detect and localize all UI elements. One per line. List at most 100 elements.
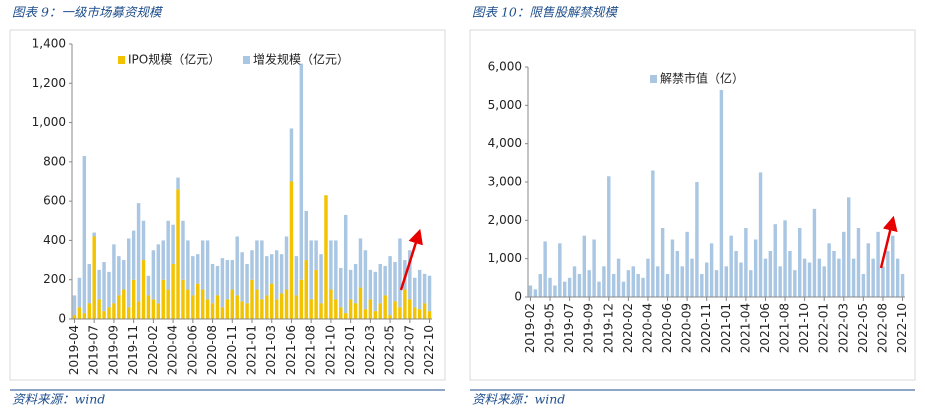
bar bbox=[161, 240, 165, 280]
legend-label: IPO规模（亿元） bbox=[128, 52, 220, 67]
bar bbox=[592, 239, 596, 297]
x-tick-label: 2019-04 bbox=[67, 325, 81, 375]
x-tick-label: 2021-06 bbox=[758, 303, 772, 353]
bar bbox=[122, 260, 126, 290]
bar bbox=[348, 299, 353, 319]
bar bbox=[793, 270, 797, 297]
trend-arrow bbox=[879, 215, 898, 269]
bar bbox=[822, 266, 826, 297]
bar bbox=[388, 256, 392, 316]
x-tick-label: 2022-03 bbox=[836, 303, 850, 353]
bar bbox=[166, 220, 170, 290]
bar bbox=[131, 230, 136, 280]
bar bbox=[373, 311, 378, 319]
bar bbox=[719, 90, 724, 297]
bar bbox=[274, 250, 279, 300]
bar bbox=[92, 232, 96, 237]
bar bbox=[383, 265, 387, 296]
trend-arrow bbox=[399, 228, 423, 291]
y-tick-label: 1,400 bbox=[32, 37, 66, 51]
bar bbox=[334, 299, 338, 319]
bar bbox=[724, 266, 729, 297]
bar bbox=[136, 301, 141, 319]
bar bbox=[309, 240, 313, 300]
bar bbox=[393, 262, 397, 302]
bar bbox=[265, 295, 269, 319]
bar bbox=[886, 251, 890, 297]
bar bbox=[309, 299, 313, 319]
bar bbox=[72, 295, 77, 316]
x-tick-label: 2022-07 bbox=[402, 325, 416, 375]
bar bbox=[191, 295, 195, 319]
x-tick-label: 2019-07 bbox=[562, 303, 576, 353]
bar bbox=[245, 264, 249, 304]
bar bbox=[176, 189, 180, 319]
bar bbox=[408, 250, 412, 300]
bar bbox=[393, 301, 397, 319]
y-tick-label: 200 bbox=[43, 272, 66, 286]
bar bbox=[220, 307, 225, 319]
bar bbox=[876, 231, 880, 297]
x-tick-label: 2021-10 bbox=[323, 325, 337, 375]
bar bbox=[567, 277, 572, 297]
x-tick-label: 2019-05 bbox=[543, 303, 557, 353]
bar bbox=[215, 295, 220, 319]
bar bbox=[422, 303, 427, 319]
bar bbox=[343, 214, 348, 314]
bar bbox=[176, 177, 180, 190]
bar bbox=[788, 251, 792, 297]
bar bbox=[812, 208, 817, 297]
bar bbox=[136, 203, 141, 302]
legend-label: 解禁市值（亿） bbox=[660, 71, 744, 86]
bar bbox=[891, 235, 895, 297]
bar bbox=[353, 264, 358, 304]
x-tick-label: 2020-06 bbox=[185, 325, 199, 375]
bar bbox=[714, 270, 719, 297]
bar bbox=[220, 258, 225, 308]
bar bbox=[528, 285, 533, 297]
x-tick-label: 2020-02 bbox=[146, 325, 160, 375]
bar bbox=[533, 289, 538, 297]
bar bbox=[186, 240, 190, 290]
bar bbox=[250, 250, 254, 280]
x-tick-label: 2021-01 bbox=[719, 303, 733, 353]
legend-swatch bbox=[118, 56, 125, 64]
x-tick-label: 2020-06 bbox=[660, 303, 674, 353]
bar bbox=[146, 275, 151, 296]
bar bbox=[577, 274, 582, 297]
bar bbox=[270, 283, 274, 319]
x-tick-label: 2022-10 bbox=[422, 325, 436, 375]
bar bbox=[299, 279, 304, 319]
bar bbox=[92, 236, 96, 319]
bar bbox=[299, 63, 304, 280]
x-tick-label: 2022-10 bbox=[895, 303, 909, 353]
bar bbox=[700, 274, 704, 297]
bar bbox=[773, 224, 777, 297]
bar bbox=[631, 266, 635, 297]
legend-swatch bbox=[650, 75, 657, 83]
bar bbox=[358, 287, 363, 319]
bar bbox=[388, 315, 392, 319]
bar bbox=[807, 262, 812, 297]
bar bbox=[126, 238, 131, 308]
bar bbox=[558, 243, 562, 297]
bar bbox=[240, 301, 244, 319]
y-tick-label: 0 bbox=[58, 312, 66, 326]
bar bbox=[151, 299, 156, 319]
bar bbox=[240, 252, 244, 302]
bar bbox=[319, 303, 323, 319]
y-tick-label: 1,000 bbox=[32, 115, 66, 129]
x-tick-label: 2022-08 bbox=[875, 303, 889, 353]
bar bbox=[181, 279, 185, 319]
bar bbox=[403, 289, 407, 319]
bar bbox=[97, 299, 101, 319]
bar bbox=[225, 299, 230, 319]
bar bbox=[398, 238, 402, 308]
bar bbox=[704, 262, 709, 297]
bar bbox=[146, 295, 151, 319]
source: 资料来源：wind bbox=[12, 392, 105, 407]
bar bbox=[112, 303, 116, 319]
bar bbox=[284, 236, 289, 290]
bar bbox=[314, 240, 318, 270]
